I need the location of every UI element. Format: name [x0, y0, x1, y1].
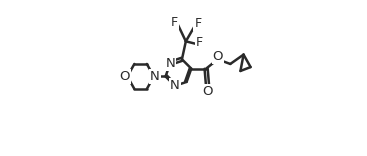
Text: N: N	[170, 79, 180, 92]
Text: O: O	[203, 85, 213, 98]
Text: O: O	[212, 50, 223, 63]
Text: F: F	[171, 16, 178, 29]
Text: O: O	[119, 70, 130, 83]
Text: N: N	[150, 70, 160, 83]
Text: F: F	[196, 36, 203, 49]
Text: F: F	[194, 17, 201, 30]
Text: N: N	[166, 57, 175, 70]
